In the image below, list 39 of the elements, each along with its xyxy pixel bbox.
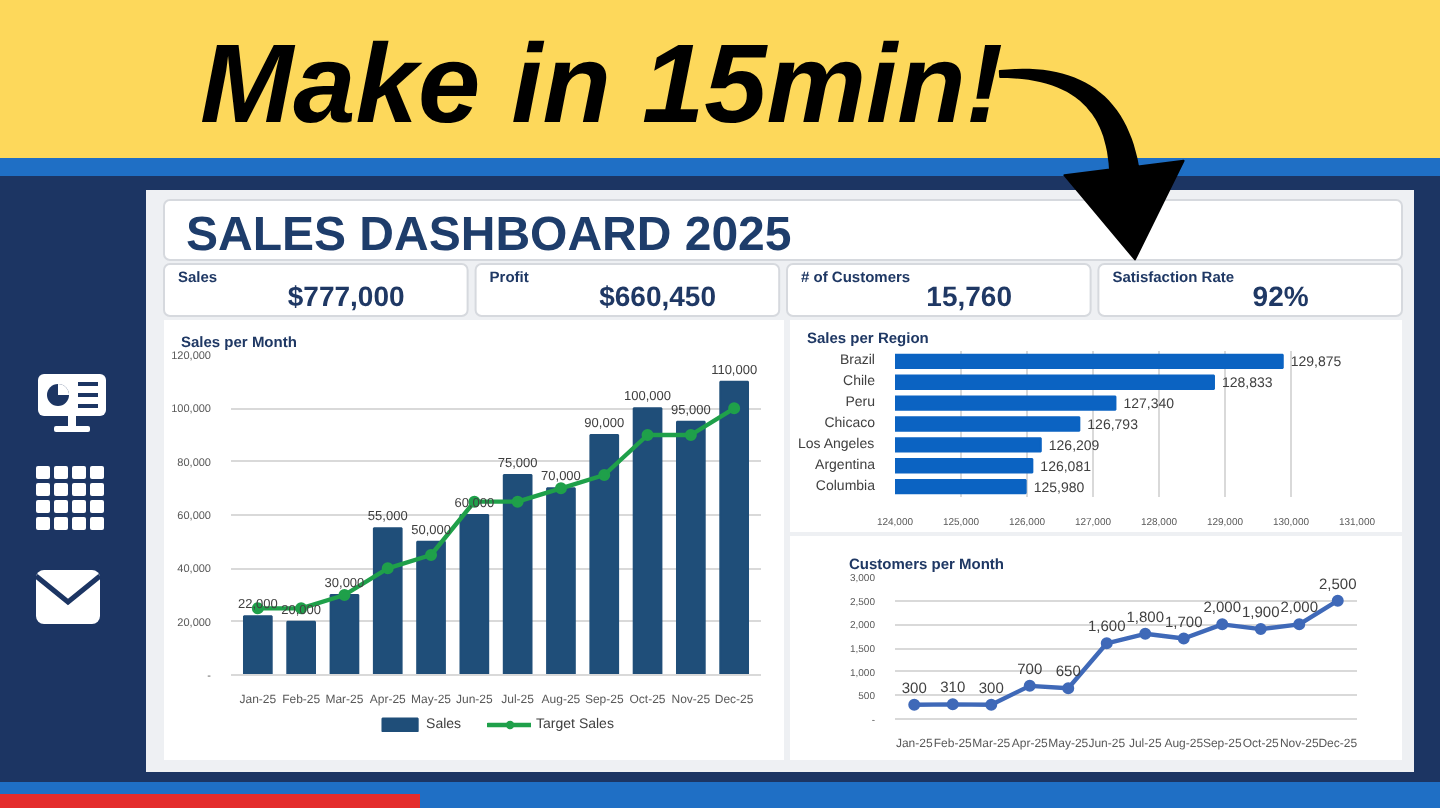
point — [728, 402, 741, 415]
point — [381, 562, 394, 575]
bar — [286, 620, 316, 675]
text: 92% — [1252, 280, 1310, 312]
text: $660,450 — [599, 280, 717, 312]
point — [425, 549, 438, 561]
text: SALES DASHBOARD 2025 — [186, 208, 792, 262]
bar — [676, 420, 706, 675]
bar — [589, 434, 620, 675]
point — [554, 482, 567, 495]
point — [1293, 618, 1306, 631]
point — [511, 495, 524, 508]
point — [641, 429, 654, 441]
point — [1254, 623, 1267, 636]
point — [1177, 632, 1190, 645]
bar — [372, 527, 403, 675]
bar — [329, 594, 360, 675]
bar — [416, 540, 446, 675]
text: 15,760 — [926, 280, 1013, 312]
point — [908, 698, 921, 711]
bar — [502, 474, 533, 675]
point — [684, 429, 697, 441]
point — [338, 589, 351, 601]
point — [1100, 637, 1113, 650]
point — [946, 698, 959, 711]
point — [1216, 618, 1229, 631]
bar — [719, 380, 750, 675]
point — [985, 698, 998, 711]
bar — [459, 514, 490, 675]
bar — [242, 615, 273, 675]
text: Make in 15min! — [200, 20, 1003, 146]
bar — [632, 407, 663, 675]
text: $777,000 — [287, 280, 406, 312]
point — [1331, 594, 1344, 607]
point — [598, 469, 611, 481]
point — [1023, 679, 1036, 692]
point — [1139, 627, 1152, 640]
bar — [546, 487, 576, 675]
point — [1062, 682, 1075, 695]
